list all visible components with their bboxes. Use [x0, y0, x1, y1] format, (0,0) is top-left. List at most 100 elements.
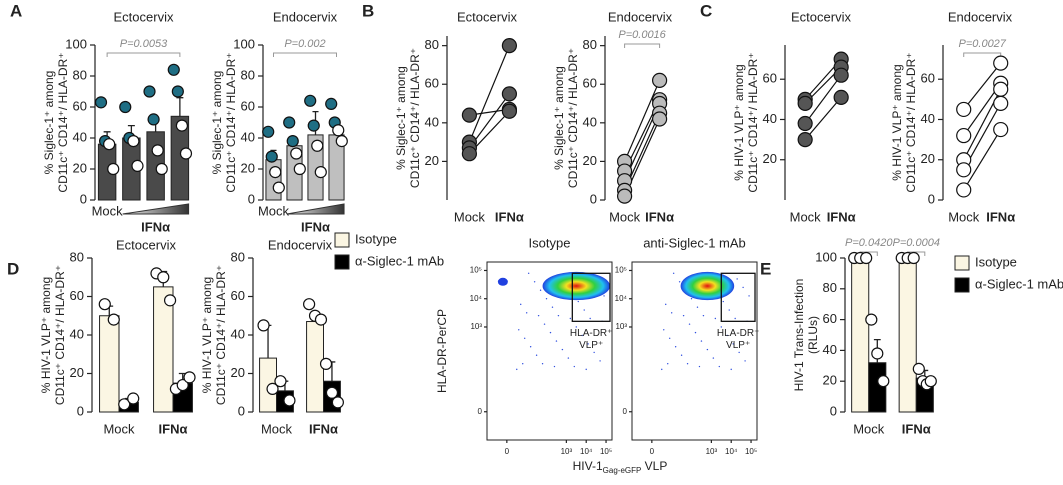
y-axis-label: % Siglec-1⁺ among — [552, 66, 566, 170]
y-axis-label: CD11c⁺ CD14⁺/ HLA-DR⁺ — [214, 265, 228, 405]
y-axis-label: CD11c⁺ CD14⁺/ HLA-DR⁺ — [746, 52, 760, 192]
density-dot — [585, 368, 587, 371]
y-tick-label: 10³ — [470, 322, 482, 331]
y-tick-label: 20 — [583, 153, 597, 168]
y-tick-label: 40 — [823, 342, 837, 357]
density-dot — [522, 363, 524, 365]
p-bracket — [963, 52, 1002, 57]
data-point — [501, 38, 517, 54]
data-point — [325, 97, 338, 111]
panel-letter: C — [700, 1, 712, 20]
data-point — [143, 85, 156, 98]
data-point — [461, 107, 477, 123]
data-point — [912, 362, 925, 375]
bar — [898, 257, 917, 413]
density-dot — [539, 289, 542, 291]
data-point — [131, 159, 144, 172]
y-tick-label: 0 — [928, 191, 935, 206]
density-dot — [728, 309, 730, 311]
data-point — [924, 375, 937, 388]
data-point — [265, 150, 278, 163]
density-dot — [567, 357, 570, 359]
pair-line — [804, 74, 842, 124]
pair-line — [963, 129, 1002, 191]
density-dot — [529, 346, 532, 348]
x-tick-label: IFNα — [645, 209, 674, 224]
gate-label: VLP⁺ — [726, 340, 750, 351]
data-point — [877, 375, 890, 388]
chart-title: Ectocervix — [457, 9, 517, 24]
density-dot — [734, 317, 736, 320]
x-axis-label: HIV-1Gag-eGFP VLP — [573, 459, 668, 475]
gate-label: VLP⁺ — [579, 340, 603, 351]
legend-swatch — [954, 277, 970, 293]
data-point — [257, 319, 270, 332]
gate-label: HLA-DR⁺ — [717, 328, 760, 339]
data-point — [331, 396, 344, 409]
data-point — [797, 95, 813, 111]
density-dot — [518, 329, 520, 331]
bar — [265, 159, 282, 201]
density-dot — [682, 314, 685, 317]
density-dot — [553, 365, 556, 368]
plot-frame — [631, 261, 758, 441]
x-tick-label: Mock — [261, 421, 293, 436]
y-axis-label: % HIV-1 VLP⁺ among — [39, 277, 53, 393]
y-tick-label: 100 — [233, 36, 255, 51]
density-dot — [516, 368, 518, 371]
density-blob — [680, 271, 735, 301]
data-point — [871, 347, 884, 360]
chart-title: Endocervix — [268, 237, 333, 252]
density-dot — [736, 278, 738, 280]
p-value: P=0.002 — [284, 38, 325, 50]
y-axis-label: (RLUs) — [806, 316, 820, 354]
data-point — [311, 139, 324, 152]
x-tick-label: 10⁴ — [580, 447, 593, 456]
chart-title: Isotype — [529, 235, 571, 250]
y-tick-label: 20 — [241, 160, 255, 175]
density-dot — [663, 329, 665, 331]
density-dot — [523, 337, 526, 339]
pair-line — [468, 45, 510, 143]
y-tick-label: 40 — [921, 111, 935, 126]
plot-frame — [486, 261, 613, 441]
x-tick-label: Mock — [948, 209, 980, 224]
x-tick-label: IFNα — [986, 209, 1015, 224]
data-point — [907, 251, 920, 265]
density-dot — [581, 334, 583, 337]
y-axis-label: CD11c⁺ CD14⁺/ HLA-DR⁺ — [408, 48, 422, 188]
density-dot — [557, 314, 560, 317]
x-tick-label: Mock — [853, 421, 885, 436]
data-point — [956, 101, 972, 118]
data-point — [651, 111, 668, 127]
density-dot — [726, 334, 728, 337]
data-point — [304, 94, 317, 107]
y-tick-label: 0 — [830, 403, 837, 418]
y-axis-label: % Siglec-1⁺ among — [42, 71, 56, 175]
density-dot — [549, 331, 552, 334]
y-tick-label: 10⁴ — [470, 294, 483, 303]
group-label: IFNα — [301, 219, 330, 234]
density-dot — [527, 272, 530, 275]
gate-label: HLA-DR⁺ — [570, 328, 613, 339]
density-dot — [561, 348, 564, 351]
data-point — [283, 116, 296, 129]
x-tick-label: Mock — [790, 209, 822, 224]
x-tick-label: IFNα — [159, 421, 188, 436]
x-axis-label-sub: Gag-eGFP — [603, 466, 642, 475]
density-dot — [702, 314, 705, 317]
legend-swatch — [334, 254, 350, 270]
x-tick-label: Mock — [454, 209, 486, 224]
density-dot — [694, 331, 697, 334]
y-tick-label: 80 — [70, 249, 84, 264]
panel-letter: B — [362, 1, 374, 20]
data-point — [325, 386, 339, 399]
density-dot — [700, 340, 703, 342]
y-tick-label: 40 — [583, 114, 597, 129]
density-dot — [744, 360, 746, 362]
y-axis-label: % HIV-1 VLP⁺ among — [200, 277, 214, 393]
data-point — [332, 124, 345, 137]
y-tick-label: 100 — [65, 36, 87, 51]
density-dot — [690, 298, 693, 300]
y-tick-label: 20 — [425, 153, 439, 168]
